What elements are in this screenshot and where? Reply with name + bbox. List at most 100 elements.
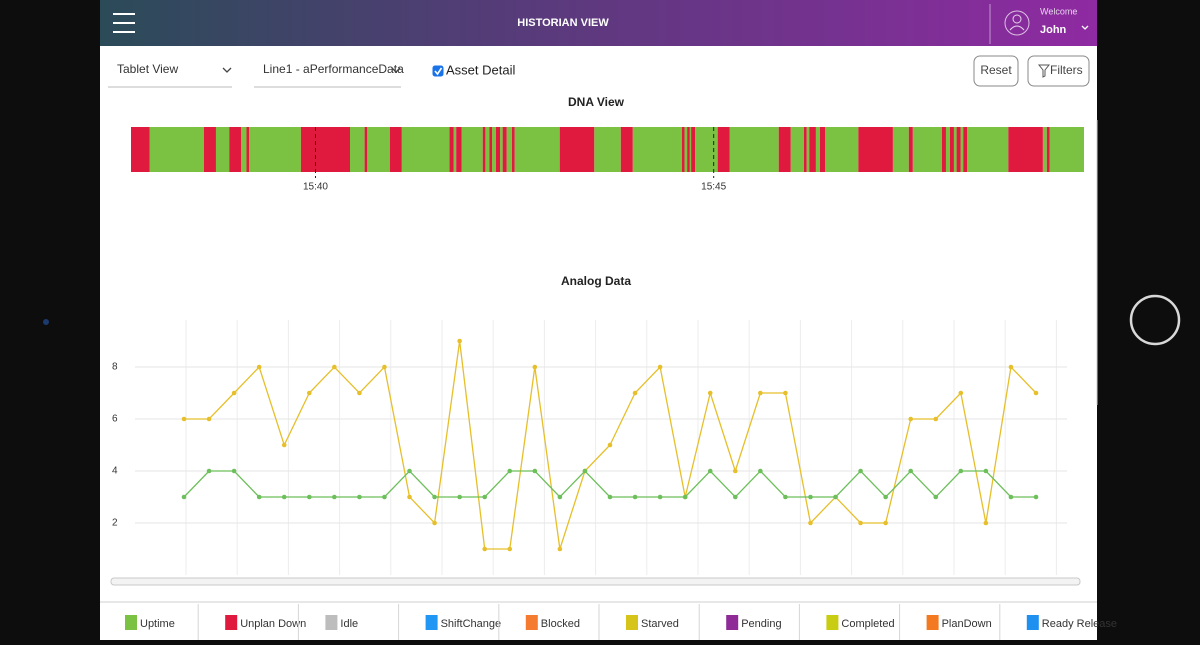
legend-item[interactable]: ShiftChange [398, 604, 502, 640]
dna-segment [620, 127, 633, 172]
dna-segment [453, 127, 457, 172]
legend-label: Ready Release [1042, 618, 1117, 630]
legend-label: PlanDown [942, 618, 992, 630]
dna-segment [1042, 127, 1047, 172]
view-select[interactable]: Tablet View [108, 62, 232, 88]
dna-segment [246, 127, 250, 172]
legend-item[interactable]: Unplan Down [197, 604, 306, 640]
legend-item[interactable]: Idle [297, 604, 358, 640]
legend-label: Unplan Down [240, 618, 306, 630]
series-point [507, 546, 513, 552]
dna-segment [456, 127, 462, 172]
y-tick-label: 4 [112, 466, 118, 477]
series-point [357, 494, 362, 500]
legend-label: Completed [841, 618, 894, 630]
series-point [732, 468, 738, 474]
dna-segment [819, 127, 826, 172]
dna-segment [963, 127, 968, 172]
checkmark [434, 67, 443, 76]
series-point [958, 390, 964, 396]
series-point [783, 494, 788, 500]
view-select-text: Tablet View [117, 62, 178, 76]
dna-segment [1008, 127, 1043, 172]
series-point [858, 468, 863, 474]
dna-segment [729, 127, 779, 172]
menu-button[interactable] [113, 13, 135, 33]
data-select[interactable]: Line1 - aPerformanceData [254, 62, 404, 88]
series-point [958, 468, 964, 474]
dna-segment [449, 127, 454, 172]
home-button[interactable] [1129, 294, 1181, 346]
analog-title: Analog Data [561, 274, 631, 288]
header-bar [100, 0, 1097, 46]
h-scrollbar[interactable] [110, 577, 1081, 586]
legend-swatch [926, 615, 939, 630]
series-point [407, 468, 412, 474]
legend: Uptime Unplan Down Idle ShiftChange Blocked S… [125, 604, 1117, 640]
series-point [1033, 494, 1039, 500]
dna-segment [401, 127, 450, 172]
series-point [707, 468, 713, 474]
series-point [507, 468, 513, 474]
dna-segment [350, 127, 365, 172]
legend-item[interactable]: Uptime [125, 615, 175, 630]
legend-item[interactable]: Pending [698, 604, 782, 640]
dna-segment [695, 127, 718, 172]
dna-tick-label: 15:40 [303, 182, 328, 193]
legend-swatch [425, 615, 438, 630]
series-point [281, 442, 287, 448]
legend-item[interactable]: Completed [798, 604, 895, 640]
series-point [632, 390, 638, 396]
checkbox-label: Asset Detail [446, 62, 515, 77]
series-point [407, 494, 412, 500]
series-point [231, 468, 237, 474]
y-tick-label: 2 [112, 518, 118, 529]
series-point [206, 416, 212, 422]
reset-label: Reset [980, 63, 1012, 77]
legend-item[interactable]: Starved [598, 604, 679, 640]
dna-segment [892, 127, 909, 172]
series-point [707, 390, 713, 396]
dna-segment [367, 127, 390, 172]
dna-segment [825, 127, 859, 172]
dna-segment [506, 127, 512, 172]
series-point [858, 520, 863, 526]
dna-segment [689, 127, 692, 172]
series-point [382, 364, 387, 370]
dna-title: DNA View [568, 95, 625, 109]
series-point [557, 546, 563, 552]
dna-segment [499, 127, 503, 172]
legend-item[interactable]: PlanDown [899, 604, 992, 640]
reset-button[interactable]: Reset [973, 55, 1019, 87]
dna-segment [960, 127, 964, 172]
legend-item[interactable]: Ready Release [999, 604, 1117, 640]
dna-segment [687, 127, 690, 172]
y-tick-label: 8 [112, 362, 118, 373]
series-point [983, 468, 989, 474]
series-point [432, 520, 437, 526]
filters-button[interactable]: Filters [1027, 55, 1090, 87]
dna-segment [241, 127, 247, 172]
series-point [557, 494, 563, 500]
filters-label: Filters [1050, 63, 1083, 77]
series-point [281, 494, 287, 500]
series-point [231, 390, 237, 396]
welcome-text: Welcome [1040, 6, 1077, 16]
series-point [607, 442, 613, 448]
asset-detail-checkbox[interactable]: Asset Detail [432, 62, 515, 77]
legend-item[interactable]: Blocked [498, 604, 580, 640]
dna-tick-label: 15:45 [701, 182, 726, 193]
dna-segment [681, 127, 685, 172]
series-point [482, 546, 488, 552]
dna-segment [594, 127, 621, 172]
dna-segment [949, 127, 954, 172]
dna-segment [778, 127, 791, 172]
dna-segment [790, 127, 804, 172]
series-point [181, 494, 187, 500]
header-title: HISTORIAN VIEW [517, 17, 609, 29]
user-menu[interactable]: Welcome John [1004, 6, 1089, 36]
series-point [808, 520, 813, 526]
dna-segment [803, 127, 807, 172]
series-point [732, 494, 738, 500]
